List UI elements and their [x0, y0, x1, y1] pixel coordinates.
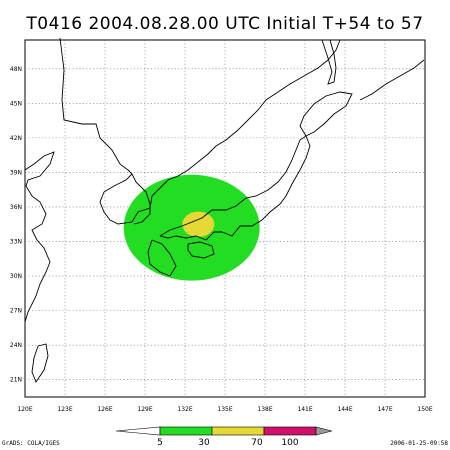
probability-area-30-70: [182, 211, 215, 237]
legend-labels: 5 30 70 100: [157, 438, 299, 448]
lon-tick-label: 126E: [97, 406, 112, 413]
legend-label: 100: [281, 438, 298, 448]
kuril-islands: [359, 59, 425, 101]
kyushu-coast: [147, 239, 177, 277]
lon-tick-label: 129E: [137, 406, 152, 413]
coastlines: [24, 37, 425, 383]
lat-tick-label: 42N: [10, 135, 22, 142]
graticule: [25, 40, 425, 397]
legend-box: [263, 426, 317, 436]
probability-areas: [123, 174, 260, 281]
lon-tick-label: 132E: [177, 406, 192, 413]
lon-tick-label: 141E: [297, 406, 312, 413]
lon-tick-label: 120E: [17, 406, 32, 413]
lon-tick-label: 138E: [257, 406, 272, 413]
legend-colorbar: [115, 426, 333, 436]
hokkaido-coast: [299, 91, 353, 137]
lat-tick-label: 24N: [10, 342, 22, 349]
lat-tick-label: 30N: [10, 273, 22, 280]
lat-tick-label: 45N: [10, 100, 22, 107]
render-timestamp: 2006-01-25-09:58: [390, 440, 448, 447]
taiwan-coast: [31, 343, 49, 383]
lat-tick-label: 39N: [10, 169, 22, 176]
longitude-ticks: 120E 123E 126E 129E 132E 135E 138E 141E 144E 147E…: [17, 406, 432, 413]
map-title: T0416 2004.08.28.00 UTC Initial T+54 to …: [26, 14, 424, 34]
grads-credit: GrADS: COLA/IGES: [2, 440, 60, 447]
legend-label: 30: [198, 438, 210, 448]
legend-lower-arrow: [115, 426, 161, 436]
lat-tick-label: 48N: [10, 66, 22, 73]
legend-box: [211, 426, 265, 436]
lat-tick-label: 33N: [10, 239, 22, 246]
korea-coast: [131, 173, 151, 225]
lat-tick-label: 21N: [10, 377, 22, 384]
latitude-ticks: 48N 45N 42N 39N 36N 33N 30N 27N 24N 21N: [10, 66, 22, 384]
lon-tick-label: 150E: [417, 406, 432, 413]
lat-tick-label: 27N: [10, 308, 22, 315]
honshu-coast: [159, 135, 311, 241]
lat-tick-label: 36N: [10, 204, 22, 211]
shikoku-coast: [187, 241, 215, 259]
legend-box: [159, 426, 213, 436]
lon-tick-label: 144E: [337, 406, 352, 413]
lon-tick-label: 147E: [377, 406, 392, 413]
legend-label: 70: [251, 438, 263, 448]
sakhalin-coast: [321, 39, 337, 85]
legend-upper-arrow: [315, 426, 333, 436]
legend-label: 5: [157, 438, 163, 448]
lon-tick-label: 123E: [57, 406, 72, 413]
legend-boxes: [159, 426, 317, 436]
lon-tick-label: 135E: [217, 406, 232, 413]
